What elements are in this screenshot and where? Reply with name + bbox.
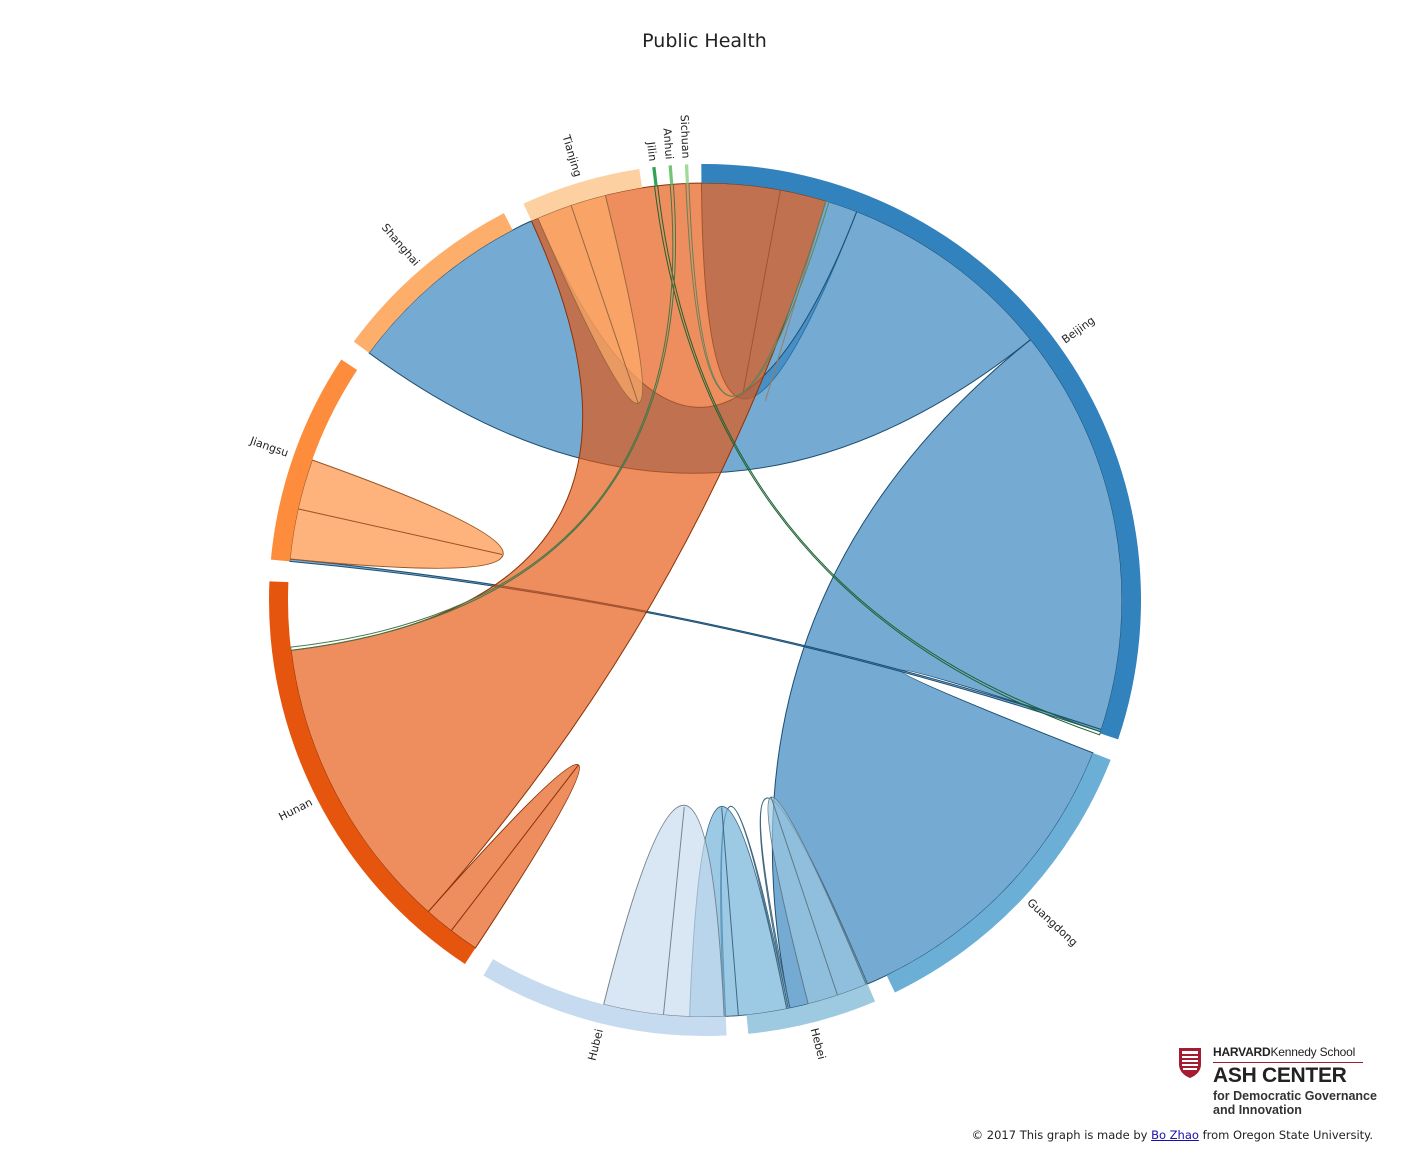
group-label-hebei: Hebei (808, 1027, 828, 1061)
group-arc-hunan[interactable] (269, 581, 476, 964)
ribbons-layer (289, 182, 1123, 1018)
group-arc-sichuan[interactable] (684, 164, 689, 184)
group-label-tianjing: Tianjing (559, 132, 584, 178)
logo-divider (1213, 1062, 1363, 1063)
group-arc-hebei[interactable] (746, 983, 876, 1034)
group-label-sichuan: Sichuan (678, 114, 693, 158)
group-arc-guangdong[interactable] (886, 752, 1111, 993)
ribbon-shanghai-to-shanghai[interactable] (537, 194, 643, 404)
logo-subtitle-line1: for Democratic Governance (1213, 1089, 1377, 1103)
group-arc-jiangsu[interactable] (270, 359, 358, 562)
group-label-shanghai: Shanghai (379, 221, 422, 269)
ribbon-beijing-to-guangdong[interactable] (771, 338, 1123, 1009)
logo-school-name: HARVARDKennedy School (1213, 1045, 1356, 1059)
group-arc-tianjing[interactable] (523, 168, 643, 221)
credit-prefix: © 2017 This graph is made by (971, 1128, 1152, 1142)
ribbon-hubei-to-hubei[interactable] (603, 804, 725, 1018)
ribbon-jiangsu-to-jiangsu[interactable] (289, 459, 504, 569)
credit-suffix: from Oregon State University. (1198, 1128, 1373, 1142)
group-label-beijing: Beijing (1059, 314, 1097, 346)
harvard-shield-icon (1179, 1048, 1201, 1078)
group-arc-anhui[interactable] (668, 165, 674, 185)
group-label-jilin: Jilin (644, 140, 659, 162)
logo-subtitle-line2: and Innovation (1213, 1103, 1302, 1117)
group-label-anhui: Anhui (660, 128, 675, 160)
group-label-guangdong: Guangdong (1024, 896, 1080, 949)
credit-line: © 2017 This graph is made by Bo Zhao fro… (972, 1128, 1373, 1142)
group-arcs-layer (269, 164, 1142, 1036)
ribbon-anhui-to-hunan[interactable] (290, 183, 677, 651)
logo-center-name: ASH CENTER (1213, 1064, 1347, 1087)
ash-center-logo: HARVARDKennedy School ASH CENTER for Dem… (1178, 1044, 1388, 1118)
group-arc-jilin[interactable] (652, 166, 658, 187)
author-link[interactable]: Bo Zhao (1151, 1128, 1199, 1142)
group-label-jiangsu: Jiangsu (247, 434, 290, 460)
group-arc-hubei[interactable] (483, 959, 727, 1036)
group-label-hubei: Hubei (586, 1028, 606, 1062)
chart-title: Public Health (642, 30, 767, 52)
group-arc-shanghai[interactable] (353, 213, 513, 353)
group-label-hunan: Hunan (277, 796, 315, 824)
